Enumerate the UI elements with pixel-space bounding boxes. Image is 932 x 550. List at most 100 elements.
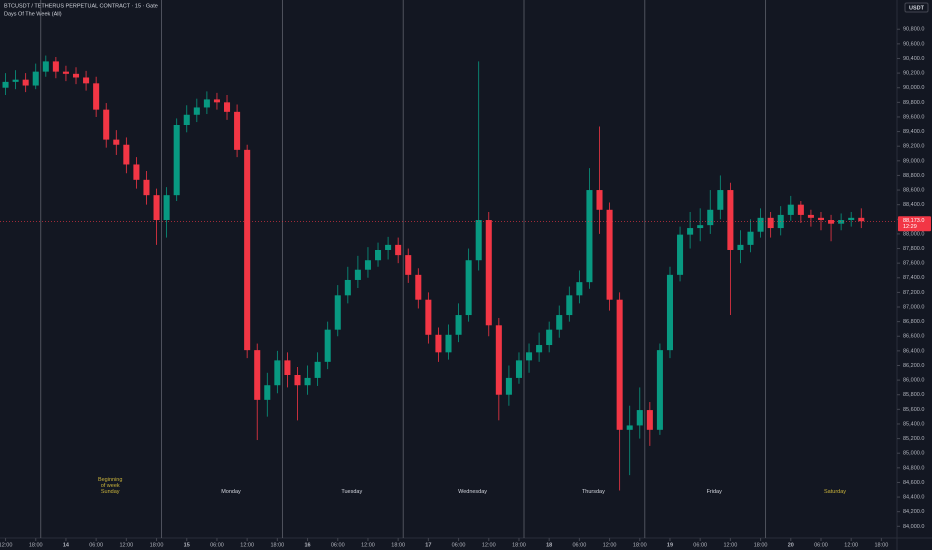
candle-body: [666, 274, 674, 351]
day-name: Wednesday: [458, 489, 488, 495]
day-note: Beginning of week: [97, 477, 123, 489]
candle-body: [737, 244, 744, 250]
x-tick-label: 12:00: [603, 542, 617, 548]
last-price-label: 88,173.0: [903, 218, 924, 224]
candle-body: [707, 209, 714, 226]
currency-box[interactable]: [904, 2, 929, 13]
candle-body: [264, 385, 271, 400]
day-name: Tuesday: [341, 489, 363, 495]
y-tick-label: 86,600.0: [903, 334, 924, 340]
x-tick-label: 12:00: [0, 542, 12, 548]
candle-body: [687, 228, 694, 235]
candle-body: [244, 149, 251, 351]
candle-body: [646, 410, 653, 430]
candle-body: [203, 99, 210, 108]
x-tick-label: 12:00: [844, 542, 858, 548]
candle-body: [163, 195, 170, 221]
candle-body: [858, 217, 865, 222]
x-tick-label: 18:00: [29, 542, 43, 548]
y-tick-label: 87,800.0: [903, 246, 924, 252]
candle-body: [405, 255, 412, 275]
x-tick-label: 18:00: [512, 542, 526, 548]
candle-body: [344, 279, 351, 296]
x-tick-label: 06:00: [452, 542, 466, 548]
candle-body: [143, 179, 150, 196]
candle-body: [62, 71, 69, 74]
candle-body: [254, 350, 261, 400]
x-tick-label: 12:00: [240, 542, 254, 548]
candle-body: [787, 204, 794, 215]
candle-body: [324, 329, 331, 362]
day-label: Tuesday: [324, 489, 380, 495]
last-price-box: [898, 216, 931, 232]
x-tick-label: 12:00: [361, 542, 375, 548]
candle-body: [83, 77, 90, 84]
candle-body: [677, 234, 684, 275]
y-tick-label: 90,200.0: [903, 71, 924, 77]
y-tick-label: 84,600.0: [903, 480, 924, 486]
chart-title: BTCUSDT / TETHERUS PERPETUAL CONTRACT · …: [4, 3, 158, 9]
y-tick-label: 87,400.0: [903, 275, 924, 281]
candle-body: [2, 81, 9, 88]
candle-body: [586, 190, 593, 283]
day-label: Beginning of week Sunday: [82, 477, 138, 495]
candle-body: [334, 295, 341, 330]
x-tick-label: 18:00: [875, 542, 889, 548]
day-label: Thursday: [565, 489, 621, 495]
day-name: Saturday: [824, 489, 847, 495]
y-tick-label: 90,400.0: [903, 56, 924, 62]
candle-body: [767, 217, 774, 229]
day-name: Thursday: [581, 489, 605, 495]
candle-body: [797, 204, 804, 215]
candle-body: [385, 244, 392, 250]
x-tick-label: 18:00: [391, 542, 405, 548]
candle-body: [526, 352, 533, 361]
candle-body: [445, 334, 452, 353]
y-tick-label: 89,600.0: [903, 114, 924, 120]
candle-body: [12, 79, 19, 82]
candle-body: [234, 111, 241, 150]
candle-body: [828, 220, 835, 224]
candle-body: [606, 209, 613, 300]
y-tick-label: 88,600.0: [903, 188, 924, 194]
candle-body: [294, 374, 301, 386]
day-name: Friday: [706, 489, 722, 495]
candle-body: [838, 220, 845, 224]
day-name: Monday: [221, 489, 241, 495]
y-tick-label: 86,000.0: [903, 378, 924, 384]
candle-body: [495, 325, 502, 395]
y-tick-label: 89,800.0: [903, 100, 924, 106]
candle-body: [364, 260, 371, 270]
x-tick-label: 19: [667, 542, 673, 548]
y-tick-label: 84,400.0: [903, 495, 924, 501]
y-tick-label: 89,000.0: [903, 158, 924, 164]
candle-body: [435, 334, 442, 353]
candle-body: [485, 220, 492, 326]
candle-body: [213, 99, 220, 103]
day-label: Wednesday: [445, 489, 501, 495]
candle-body: [757, 217, 764, 232]
y-tick-label: 90,600.0: [903, 41, 924, 47]
candle-body: [304, 377, 311, 386]
candle-body: [636, 410, 643, 426]
candle-body: [32, 71, 39, 86]
candle-body: [284, 360, 291, 375]
y-tick-label: 84,000.0: [903, 524, 924, 530]
x-tick-label: 18: [546, 542, 552, 548]
candle-body: [505, 377, 512, 395]
candle-body: [817, 217, 825, 221]
day-name: Sunday: [100, 489, 120, 495]
candle-body: [223, 102, 231, 112]
candle-body: [314, 361, 321, 378]
y-tick-label: 90,000.0: [903, 85, 924, 91]
candle-body: [727, 190, 734, 250]
candle-body: [546, 329, 553, 346]
y-tick-label: 88,400.0: [903, 202, 924, 208]
candle-body: [455, 315, 462, 335]
x-tick-label: 12:00: [482, 542, 496, 548]
candle-body: [515, 360, 522, 378]
currency[interactable]: USDT: [909, 5, 925, 11]
candle-body: [113, 139, 120, 145]
day-label: Monday: [203, 489, 259, 495]
